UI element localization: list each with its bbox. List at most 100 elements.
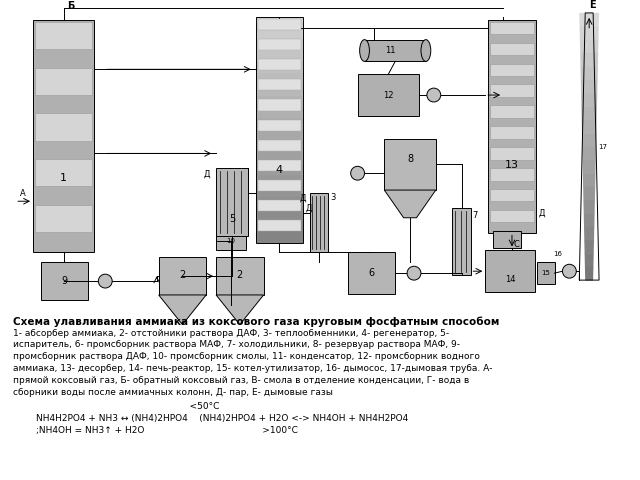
Bar — [255, 231, 303, 243]
Bar — [255, 107, 303, 119]
Bar — [35, 204, 92, 232]
Bar — [348, 252, 396, 294]
Polygon shape — [582, 120, 596, 133]
Bar — [258, 99, 301, 110]
Text: <50°C: <50°C — [132, 402, 220, 411]
Bar — [258, 160, 301, 171]
Polygon shape — [584, 253, 594, 267]
Text: 8: 8 — [407, 155, 413, 164]
Bar — [255, 17, 303, 29]
Bar — [490, 105, 534, 118]
Bar — [35, 68, 92, 95]
Bar — [255, 220, 303, 232]
Bar — [258, 59, 301, 70]
Text: С: С — [514, 240, 520, 249]
Polygon shape — [584, 213, 595, 227]
Polygon shape — [385, 190, 436, 218]
Polygon shape — [584, 240, 594, 254]
Bar — [255, 119, 303, 130]
Bar — [35, 159, 92, 186]
Bar — [41, 262, 88, 300]
Polygon shape — [580, 40, 598, 53]
Bar — [258, 79, 301, 90]
Bar — [255, 73, 303, 85]
Polygon shape — [579, 13, 599, 27]
Bar — [493, 230, 521, 249]
Bar — [255, 197, 303, 209]
Bar — [258, 120, 301, 131]
Bar — [258, 180, 301, 191]
Text: Д: Д — [204, 170, 211, 179]
Text: 10: 10 — [227, 238, 236, 243]
Text: 2: 2 — [179, 270, 186, 280]
Text: 9: 9 — [61, 276, 68, 286]
Bar — [258, 140, 301, 151]
Circle shape — [407, 266, 421, 280]
Polygon shape — [582, 146, 596, 160]
Bar — [35, 113, 92, 141]
Text: 1: 1 — [60, 173, 67, 183]
Bar — [490, 210, 534, 222]
Text: Д: Д — [538, 208, 545, 217]
Bar — [35, 22, 92, 49]
Bar — [255, 175, 303, 187]
Text: 15: 15 — [541, 270, 550, 276]
Bar — [490, 84, 534, 97]
Bar — [255, 141, 303, 153]
Polygon shape — [585, 267, 593, 281]
Bar — [490, 63, 534, 76]
Bar — [255, 84, 303, 96]
Ellipse shape — [360, 40, 369, 61]
Bar — [255, 152, 303, 164]
Bar — [258, 19, 301, 30]
Text: 3: 3 — [330, 193, 335, 203]
Bar — [255, 164, 303, 175]
Polygon shape — [580, 66, 598, 80]
Bar — [255, 28, 303, 40]
Text: 14: 14 — [505, 275, 515, 284]
Text: 7: 7 — [473, 211, 478, 220]
Bar — [488, 20, 536, 233]
Circle shape — [563, 264, 576, 278]
Bar — [216, 230, 246, 251]
Bar — [490, 126, 534, 139]
Text: сборники воды после аммиачных колонн, Д- пар, Е- дымовые газы: сборники воды после аммиачных колонн, Д-… — [13, 388, 333, 397]
Bar — [258, 220, 301, 231]
Bar — [255, 130, 303, 142]
Text: промсборник раствора ДАФ, 10- промсборник смолы, 11- конденсатор, 12- промсборни: промсборник раствора ДАФ, 10- промсборни… — [13, 352, 480, 361]
Bar — [255, 17, 303, 242]
Bar — [255, 62, 303, 74]
Bar — [255, 96, 303, 108]
Bar — [490, 22, 534, 35]
Bar — [485, 251, 535, 292]
Ellipse shape — [421, 40, 431, 61]
Polygon shape — [584, 227, 595, 240]
Text: 11: 11 — [385, 46, 396, 55]
Bar — [310, 193, 328, 252]
Text: 17: 17 — [598, 144, 607, 149]
Text: Схема улавливания аммиака из коксового газа круговым фосфатным способом: Схема улавливания аммиака из коксового г… — [13, 317, 500, 327]
Bar — [365, 40, 426, 61]
Bar — [255, 51, 303, 62]
Bar — [358, 74, 419, 116]
Bar — [490, 147, 534, 160]
Bar — [452, 208, 472, 275]
Bar — [490, 43, 534, 55]
Text: А: А — [20, 189, 26, 198]
Polygon shape — [583, 173, 595, 187]
Bar — [159, 257, 206, 295]
Text: аммиака, 13- десорбер, 14- печь-реактор, 15- котел-утилизатор, 16- дымосос, 17-д: аммиака, 13- десорбер, 14- печь-реактор,… — [13, 364, 493, 373]
Text: 12: 12 — [383, 91, 394, 99]
Bar — [258, 39, 301, 50]
Text: NH4H2PO4 + NH3 ↔ (NH4)2HPO4    (NH4)2HPO4 + H2O <-> NH4OH + NH4H2PO4: NH4H2PO4 + NH3 ↔ (NH4)2HPO4 (NH4)2HPO4 +… — [13, 414, 408, 423]
Polygon shape — [216, 295, 264, 324]
Bar — [255, 209, 303, 220]
Polygon shape — [159, 295, 206, 324]
Polygon shape — [580, 80, 598, 94]
Polygon shape — [584, 200, 595, 214]
Bar — [33, 20, 94, 252]
Polygon shape — [581, 93, 597, 107]
Text: Д: Д — [306, 204, 312, 212]
Polygon shape — [582, 160, 596, 174]
Bar — [490, 168, 534, 180]
